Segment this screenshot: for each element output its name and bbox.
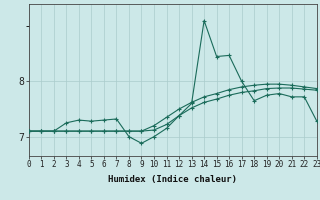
- X-axis label: Humidex (Indice chaleur): Humidex (Indice chaleur): [108, 175, 237, 184]
